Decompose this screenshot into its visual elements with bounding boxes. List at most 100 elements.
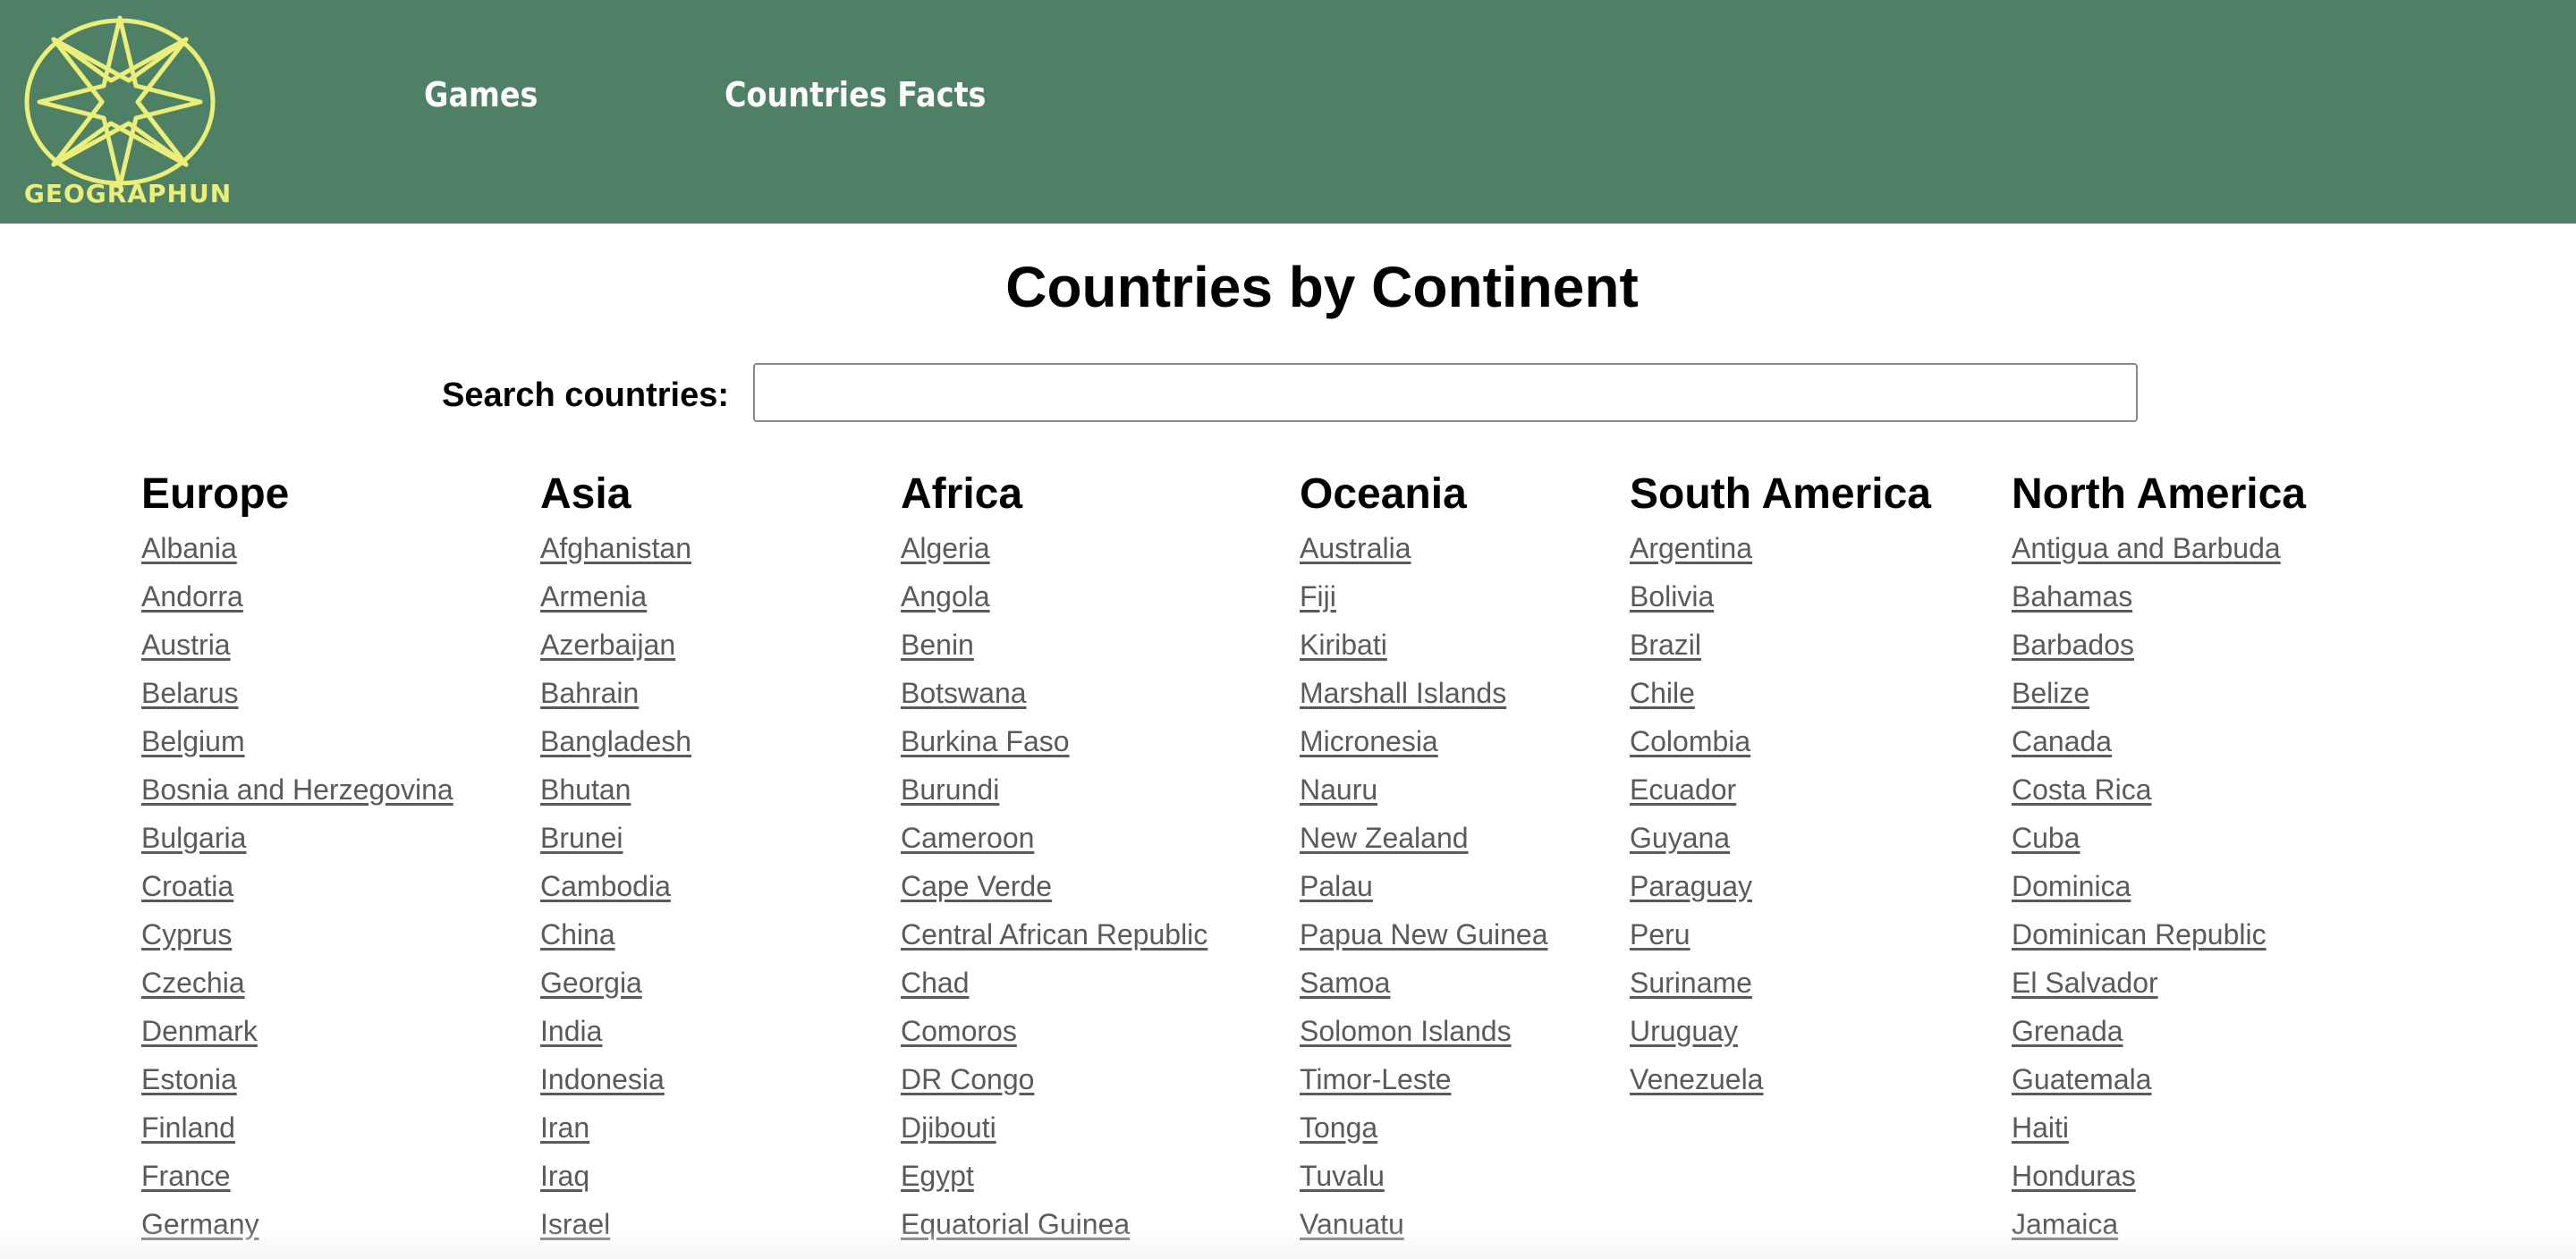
country-link[interactable]: Colombia bbox=[1630, 725, 1751, 757]
country-link[interactable]: Nauru bbox=[1300, 773, 1378, 806]
country-link[interactable]: Brazil bbox=[1630, 629, 1702, 661]
nav-countries-facts-link[interactable]: Countries Facts bbox=[724, 75, 987, 114]
country-link[interactable]: Samoa bbox=[1300, 967, 1391, 999]
country-link[interactable]: Indonesia bbox=[540, 1063, 665, 1095]
country-link[interactable]: Algeria bbox=[901, 532, 990, 564]
country-link[interactable]: Denmark bbox=[141, 1015, 258, 1047]
country-link[interactable]: Iraq bbox=[540, 1160, 590, 1192]
country-link[interactable]: Germany bbox=[141, 1208, 259, 1240]
country-link[interactable]: Costa Rica bbox=[2012, 773, 2152, 806]
country-link[interactable]: Afghanistan bbox=[540, 532, 692, 564]
country-link[interactable]: Cambodia bbox=[540, 870, 671, 902]
country-link[interactable]: Djibouti bbox=[901, 1111, 996, 1144]
country-link[interactable]: Czechia bbox=[141, 967, 245, 999]
country-link[interactable]: Guatemala bbox=[2012, 1063, 2152, 1095]
country-link[interactable]: Tuvalu bbox=[1300, 1160, 1385, 1192]
country-link[interactable]: El Salvador bbox=[2012, 967, 2158, 999]
country-link[interactable]: Guyana bbox=[1630, 822, 1731, 854]
country-link[interactable]: Timor-Leste bbox=[1300, 1063, 1452, 1095]
country-link[interactable]: Egypt bbox=[901, 1160, 974, 1192]
country-link[interactable]: Belarus bbox=[141, 677, 239, 709]
country-link[interactable]: Barbados bbox=[2012, 629, 2134, 661]
country-link[interactable]: Solomon Islands bbox=[1300, 1015, 1512, 1047]
country-link[interactable]: Chile bbox=[1630, 677, 1695, 709]
country-link[interactable]: Uruguay bbox=[1630, 1015, 1738, 1047]
country-link[interactable]: Argentina bbox=[1630, 532, 1752, 564]
country-link[interactable]: DR Congo bbox=[901, 1063, 1035, 1095]
country-link[interactable]: Albania bbox=[141, 532, 237, 564]
country-link[interactable]: Palau bbox=[1300, 870, 1373, 902]
country-link[interactable]: Angola bbox=[901, 580, 990, 613]
continent-heading: Africa bbox=[901, 470, 1023, 518]
country-link[interactable]: Haiti bbox=[2012, 1111, 2070, 1144]
country-link[interactable]: Central African Republic bbox=[901, 918, 1208, 951]
country-link[interactable]: Azerbaijan bbox=[540, 629, 676, 661]
site-logo[interactable]: GEOGRAPHUN bbox=[13, 9, 231, 208]
country-link[interactable]: Israel bbox=[540, 1208, 611, 1240]
country-link[interactable]: Tonga bbox=[1300, 1111, 1378, 1144]
search-input[interactable] bbox=[753, 363, 2138, 422]
country-link[interactable]: China bbox=[540, 918, 615, 951]
country-link[interactable]: Suriname bbox=[1630, 967, 1752, 999]
country-link[interactable]: India bbox=[540, 1015, 603, 1047]
country-link[interactable]: Ecuador bbox=[1630, 773, 1737, 806]
country-link[interactable]: Belgium bbox=[141, 725, 245, 757]
list-item: Dominica bbox=[2012, 862, 2306, 910]
country-link[interactable]: Kiribati bbox=[1300, 629, 1387, 661]
country-link[interactable]: Fiji bbox=[1300, 580, 1336, 613]
country-link[interactable]: Andorra bbox=[141, 580, 243, 613]
country-link[interactable]: Vanuatu bbox=[1300, 1208, 1404, 1240]
country-link[interactable]: Iran bbox=[540, 1111, 590, 1144]
country-link[interactable]: Burundi bbox=[901, 773, 1000, 806]
country-link[interactable]: Austria bbox=[141, 629, 231, 661]
country-link[interactable]: Georgia bbox=[540, 967, 642, 999]
list-item: Marshall Islands bbox=[1300, 669, 1548, 717]
country-link[interactable]: Dominica bbox=[2012, 870, 2131, 902]
country-link[interactable]: Dominican Republic bbox=[2012, 918, 2267, 951]
country-link[interactable]: Paraguay bbox=[1630, 870, 1752, 902]
country-link[interactable]: Grenada bbox=[2012, 1015, 2123, 1047]
country-link[interactable]: Bosnia and Herzegovina bbox=[141, 773, 453, 806]
country-link[interactable]: Bulgaria bbox=[141, 822, 247, 854]
country-link[interactable]: Bangladesh bbox=[540, 725, 692, 757]
country-link[interactable]: Jamaica bbox=[2012, 1208, 2119, 1240]
list-item: Egypt bbox=[901, 1152, 1208, 1200]
country-link[interactable]: Bhutan bbox=[540, 773, 631, 806]
country-link[interactable]: France bbox=[141, 1160, 231, 1192]
country-link[interactable]: Benin bbox=[901, 629, 974, 661]
country-link[interactable]: Bahrain bbox=[540, 677, 640, 709]
list-item: Bahrain bbox=[540, 669, 691, 717]
country-link[interactable]: Peru bbox=[1630, 918, 1690, 951]
country-link[interactable]: Micronesia bbox=[1300, 725, 1438, 757]
country-link[interactable]: Bahamas bbox=[2012, 580, 2133, 613]
country-link[interactable]: Canada bbox=[2012, 725, 2113, 757]
country-link[interactable]: Armenia bbox=[540, 580, 648, 613]
country-link[interactable]: Cameroon bbox=[901, 822, 1035, 854]
country-link[interactable]: Comoros bbox=[901, 1015, 1017, 1047]
country-link[interactable]: Venezuela bbox=[1630, 1063, 1764, 1095]
country-link[interactable]: Belize bbox=[2012, 677, 2090, 709]
country-link[interactable]: Botswana bbox=[901, 677, 1027, 709]
country-link[interactable]: Cape Verde bbox=[901, 870, 1053, 902]
country-link[interactable]: Brunei bbox=[540, 822, 623, 854]
country-link[interactable]: New Zealand bbox=[1300, 822, 1469, 854]
country-link[interactable]: Antigua and Barbuda bbox=[2012, 532, 2281, 564]
country-link[interactable]: Honduras bbox=[2012, 1160, 2136, 1192]
country-link[interactable]: Croatia bbox=[141, 870, 234, 902]
country-link[interactable]: Australia bbox=[1300, 532, 1411, 564]
country-link[interactable]: Chad bbox=[901, 967, 970, 999]
list-item: Albania bbox=[141, 524, 453, 572]
country-list: Afghanistan Armenia Azerbaijan Bahrain Bangl… bbox=[540, 524, 691, 1248]
nav-games-link[interactable]: Games bbox=[424, 75, 538, 114]
list-item: Equatorial Guinea bbox=[901, 1200, 1208, 1248]
country-link[interactable]: Cuba bbox=[2012, 822, 2080, 854]
country-link[interactable]: Bolivia bbox=[1630, 580, 1715, 613]
country-link[interactable]: Burkina Faso bbox=[901, 725, 1070, 757]
country-link[interactable]: Estonia bbox=[141, 1063, 237, 1095]
country-link[interactable]: Marshall Islands bbox=[1300, 677, 1507, 709]
country-link[interactable]: Equatorial Guinea bbox=[901, 1208, 1131, 1240]
country-link[interactable]: Papua New Guinea bbox=[1300, 918, 1548, 951]
country-link[interactable]: Cyprus bbox=[141, 918, 233, 951]
list-item: Peru bbox=[1630, 910, 1931, 959]
country-link[interactable]: Finland bbox=[141, 1111, 235, 1144]
